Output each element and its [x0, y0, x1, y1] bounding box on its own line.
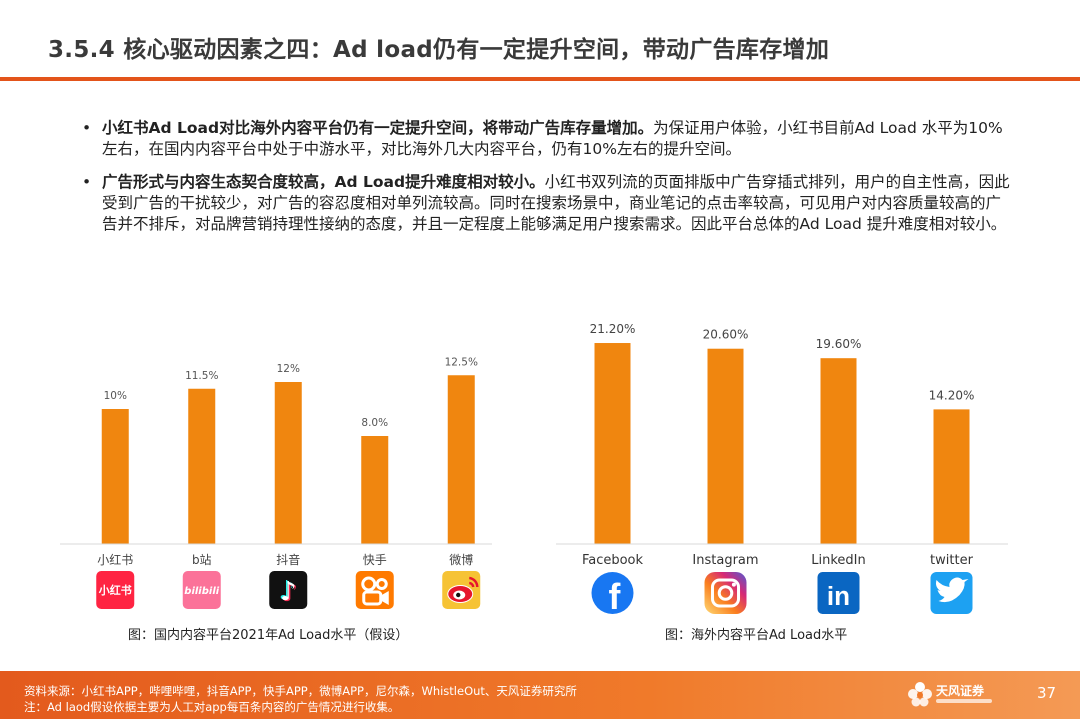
category-label: 快手 — [363, 553, 387, 567]
kuaishou-logo-icon — [355, 571, 394, 609]
bars-group: 21.20% 20.60% 19.60% 14.20% — [590, 322, 975, 544]
page-title: 3.5.4 核心驱动因素之四：Ad load仍有一定提升空间，带动广告库存增加 — [48, 37, 830, 63]
category-label: 小红书 — [97, 552, 133, 567]
bar — [820, 358, 857, 544]
brand-name: 天风证券 — [936, 684, 985, 698]
bar — [188, 388, 216, 544]
svg-text:in: in — [827, 581, 850, 611]
bar — [707, 348, 744, 544]
data-label: 12.5% — [445, 356, 478, 368]
instagram-logo-icon — [704, 572, 747, 614]
facebook-logo-icon: f — [591, 572, 634, 617]
overseas-chart-svg: 21.20% 20.60% 19.60% 14.20% Facebook f Instagr… — [556, 322, 1008, 617]
footnote: 注：Ad laod假设依据主要为人工对app每百条内容的广告情况进行收集。 — [24, 700, 400, 714]
svg-text:♪: ♪ — [280, 577, 297, 607]
bullet-text: 小红书双列流的页面排版中广告穿插式排列，用户的自主性高，因此受到广告的干扰较少，… — [102, 173, 1010, 233]
category-label: b站 — [192, 553, 212, 567]
bar — [447, 375, 475, 544]
brand-flower-icon — [908, 682, 932, 707]
data-label: 10% — [104, 390, 127, 402]
domestic-ad-load-chart: 10% 11.5% 12% 8.0% 12.5% 小红书 小红书 b站 bilibili 抖音 ♪ ♪… — [60, 300, 492, 620]
bullet-item-2: • 广告形式与内容生态契合度较高，Ad Load提升难度相对较小。小红书双列流的… — [82, 172, 1012, 235]
bullet-marker: • — [82, 173, 92, 191]
data-label: 19.60% — [816, 337, 862, 351]
bar — [594, 343, 631, 544]
svg-text:f: f — [609, 577, 621, 617]
data-label: 14.20% — [929, 388, 975, 402]
bar — [933, 409, 970, 544]
source-note: 资料来源：小红书APP，哔哩哔哩，抖音APP，快手APP，微博APP，尼尔森，W… — [24, 684, 577, 698]
category-label: 微博 — [449, 552, 473, 567]
bilibili-logo-icon: bilibili — [182, 571, 221, 609]
bullet-item-1: • 小红书Ad Load对比海外内容平台仍有一定提升空间，将带动广告库存量增加。… — [82, 118, 1012, 160]
bullet-heading: 广告形式与内容生态契合度较高，Ad Load提升难度相对较小。 — [102, 173, 545, 191]
data-label: 20.60% — [703, 328, 749, 342]
svg-text:小红书: 小红书 — [98, 583, 132, 597]
category-labels: Facebook f Instagram LinkedIn in twitter — [582, 553, 974, 617]
linkedin-logo-icon: in — [817, 572, 860, 614]
category-label: 抖音 — [276, 552, 300, 567]
bar — [274, 382, 302, 544]
bullet-text: 为保证用户体验，小红书目前Ad Load 水平为10%左右，在国内内容平台中处于… — [102, 119, 1003, 158]
category-label: LinkedIn — [811, 553, 865, 568]
slide-footer: 资料来源：小红书APP，哔哩哔哩，抖音APP，快手APP，微博APP，尼尔森，W… — [0, 671, 1080, 719]
data-label: 11.5% — [185, 370, 218, 382]
twitter-logo-icon — [930, 572, 973, 614]
brand-logo: 天风证券 — [906, 679, 1036, 713]
slide-header: 3.5.4 核心驱动因素之四：Ad load仍有一定提升空间，带动广告库存增加 — [0, 0, 1080, 81]
category-label: twitter — [930, 553, 974, 568]
douyin-logo-icon: ♪♪♪ — [269, 571, 308, 609]
weibo-logo-icon — [442, 571, 481, 609]
page-number: 37 — [1037, 684, 1057, 702]
overseas-ad-load-chart: 21.20% 20.60% 19.60% 14.20% Facebook f Instagr… — [556, 300, 1008, 620]
bullet-heading: 小红书Ad Load对比海外内容平台仍有一定提升空间，将带动广告库存量增加。 — [102, 119, 654, 137]
bullet-marker: • — [82, 119, 92, 137]
svg-text:♪: ♪ — [281, 578, 298, 608]
brand-subtitle-bar — [936, 699, 992, 703]
svg-text:♪: ♪ — [278, 576, 295, 606]
category-label: Instagram — [692, 553, 758, 568]
data-label: 21.20% — [590, 322, 636, 336]
domestic-chart-caption: 图：国内内容平台2021年Ad Load水平（假设） — [128, 628, 409, 643]
bars-group: 10% 11.5% 12% 8.0% 12.5% — [101, 356, 478, 544]
title-divider — [0, 77, 1080, 81]
svg-text:bilibili: bilibili — [184, 586, 219, 597]
data-label: 12% — [277, 363, 300, 375]
bar — [101, 409, 129, 544]
bullet-list: • 小红书Ad Load对比海外内容平台仍有一定提升空间，将带动广告库存量增加。… — [82, 118, 1012, 247]
bar — [361, 436, 389, 544]
domestic-chart-svg: 10%11.5%12%8.0%12.5%小红书小红书b站bilibili抖音♪♪… — [60, 356, 492, 609]
xiaohongshu-logo-icon: 小红书 — [96, 571, 135, 609]
category-label: Facebook — [582, 553, 644, 568]
data-label: 8.0% — [361, 417, 388, 429]
overseas-chart-caption: 图：海外内容平台Ad Load水平 — [665, 628, 848, 643]
